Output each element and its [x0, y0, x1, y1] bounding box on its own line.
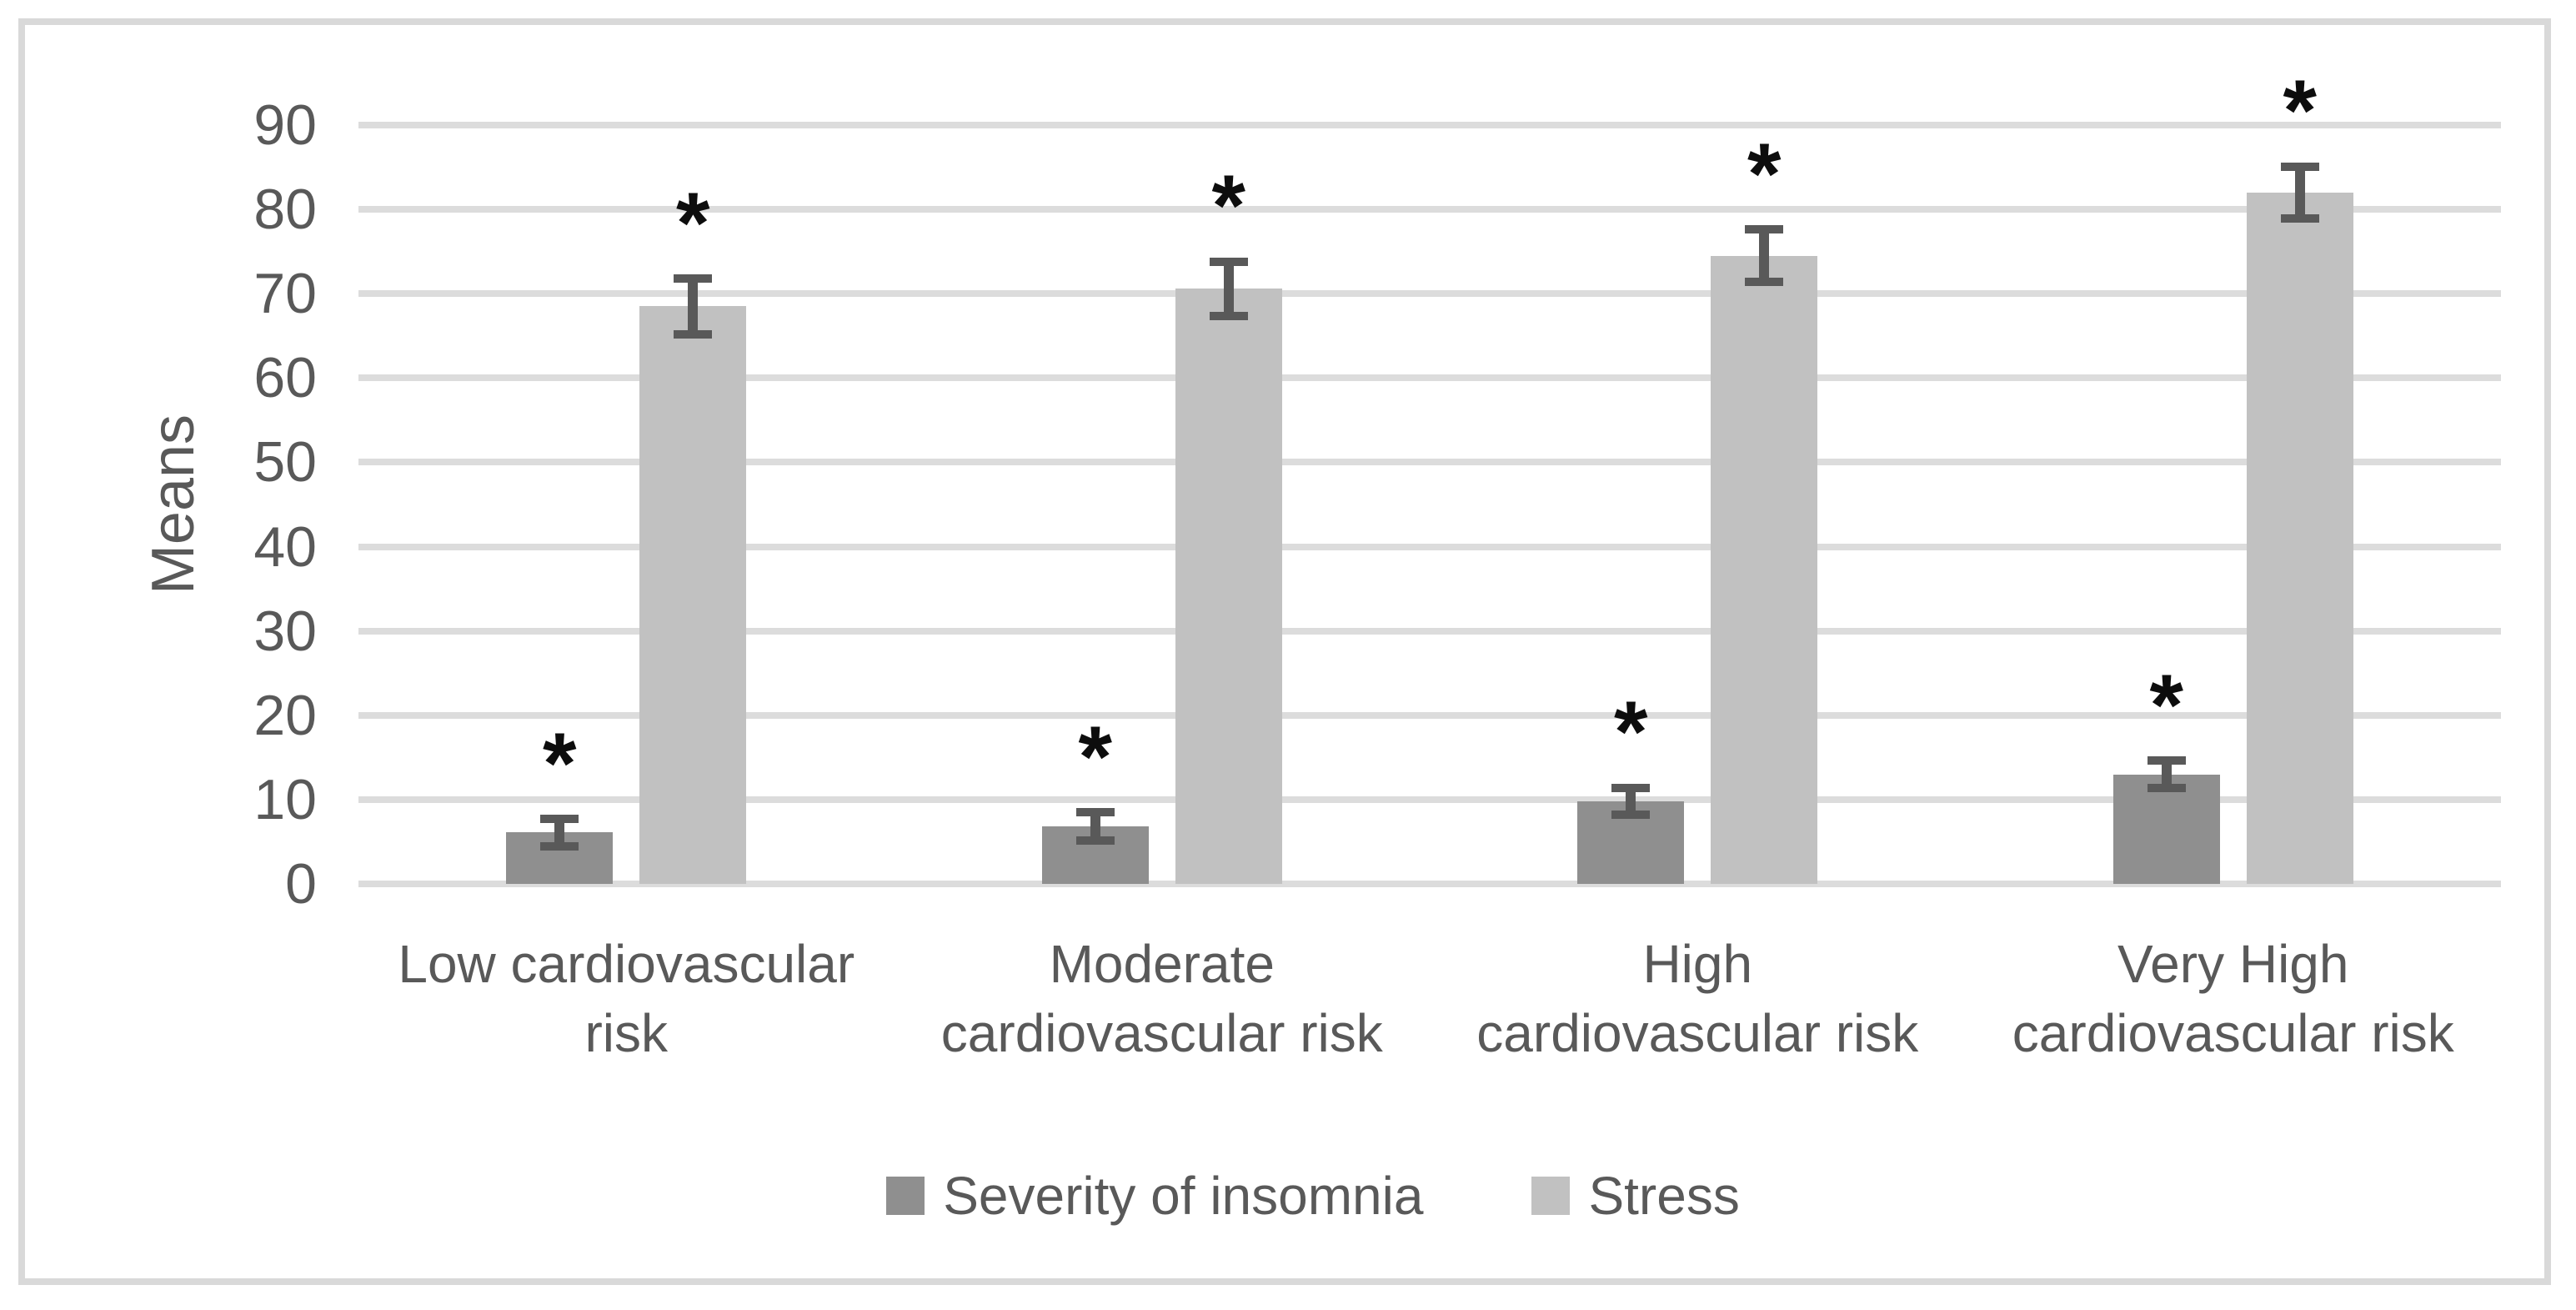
legend-item-severity-of-insomnia: Severity of insomnia	[886, 1169, 1423, 1222]
y-tick-label-30: 30	[253, 599, 317, 663]
legend-label-stress: Stress	[1588, 1166, 1740, 1226]
error-bar	[1759, 229, 1770, 283]
y-tick-label-50: 50	[253, 430, 317, 494]
y-tick-label-0: 0	[285, 852, 317, 916]
error-bar-cap	[2280, 214, 2319, 223]
category-label-2: Moderate cardiovascular risk	[940, 934, 1383, 1064]
y-tick-label-60: 60	[253, 346, 317, 410]
error-bar-cap	[1611, 783, 1651, 792]
category-label-3: High cardiovascular risk	[1476, 934, 1919, 1064]
error-bar	[1223, 261, 1234, 316]
plot-area: * * * * * * * *	[358, 68, 2501, 887]
error-bar	[2161, 760, 2172, 788]
gridline-90	[358, 122, 2501, 128]
chart-figure: * * * * * * * * 0 10 20 30 40 50 60 70 80 90 Means Low c…	[18, 18, 2551, 1285]
error-bar	[554, 819, 565, 846]
gridline-10	[358, 796, 2501, 803]
significance-asterisk: *	[2149, 656, 2183, 754]
gridline-60	[358, 374, 2501, 382]
error-bar-cap	[674, 329, 713, 339]
significance-asterisk: *	[1614, 684, 1648, 781]
gridline-80	[358, 206, 2501, 213]
significance-asterisk: *	[1211, 158, 1245, 255]
bar-stress-1	[639, 306, 747, 884]
error-bar-cap	[540, 841, 579, 851]
significance-asterisk: *	[543, 715, 577, 812]
significance-asterisk: *	[1078, 708, 1112, 806]
y-tick-label-20: 20	[253, 683, 317, 747]
significance-asterisk: *	[2283, 63, 2317, 160]
y-axis-title: Means	[140, 414, 207, 595]
y-tick-label-40: 40	[253, 514, 317, 579]
gridline-50	[358, 459, 2501, 466]
error-bar-cap	[2147, 756, 2186, 765]
y-tick-label-90: 90	[253, 93, 317, 157]
legend: Severity of insomnia Stress	[25, 1169, 2576, 1222]
error-bar-cap	[1075, 836, 1115, 846]
bar-stress-3	[1711, 255, 1818, 884]
y-tick-label-10: 10	[253, 767, 317, 831]
error-bar-cap	[2280, 162, 2319, 171]
y-axis-ticks: 0 10 20 30 40 50 60 70 80 90	[25, 97, 317, 912]
y-tick-label-70: 70	[253, 262, 317, 326]
error-bar-cap	[1209, 311, 1248, 320]
gridline-70	[358, 290, 2501, 298]
bar-severity-of-insomnia-4	[2112, 774, 2220, 884]
category-label-4: Very High cardiovascular risk	[2012, 934, 2454, 1064]
error-bar-cap	[1209, 257, 1248, 266]
x-axis-labels: Low cardiovascular risk Moderate cardiovasc…	[358, 930, 2501, 1068]
error-bar	[2294, 166, 2305, 219]
x-axis-line	[358, 881, 2501, 887]
error-bar-cap	[540, 815, 579, 824]
error-bar	[1090, 812, 1100, 841]
legend-swatch-severity-of-insomnia-icon	[886, 1177, 925, 1215]
error-bar-cap	[1745, 278, 1784, 287]
legend-swatch-stress-icon	[1531, 1177, 1571, 1215]
significance-asterisk: *	[676, 174, 710, 272]
error-bar-cap	[1611, 811, 1651, 820]
error-bar-cap	[1075, 808, 1115, 817]
gridline-20	[358, 711, 2501, 719]
gridline-30	[358, 627, 2501, 635]
error-bar	[1626, 787, 1636, 816]
error-bar-cap	[674, 274, 713, 284]
gridline-40	[358, 543, 2501, 550]
legend-label-severity-of-insomnia: Severity of insomnia	[943, 1166, 1424, 1226]
significance-asterisk: *	[1747, 125, 1782, 223]
category-label-1: Low cardiovascular risk	[398, 934, 855, 1064]
error-bar-cap	[1745, 225, 1784, 234]
bar-stress-4	[2246, 192, 2353, 884]
legend-item-stress: Stress	[1531, 1166, 1740, 1226]
bar-stress-2	[1175, 289, 1282, 884]
error-bar-cap	[2147, 783, 2186, 792]
error-bar	[688, 279, 699, 334]
y-tick-label-80: 80	[253, 178, 317, 242]
